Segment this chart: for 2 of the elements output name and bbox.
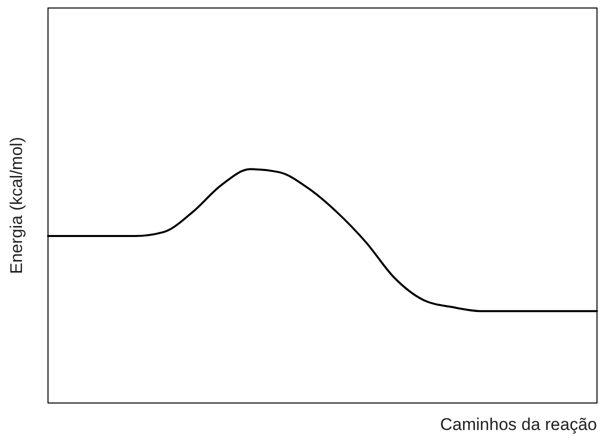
x-axis-title: Caminhos da reação: [440, 415, 597, 434]
y-axis-title: Energia (kcal/mol): [7, 137, 26, 274]
